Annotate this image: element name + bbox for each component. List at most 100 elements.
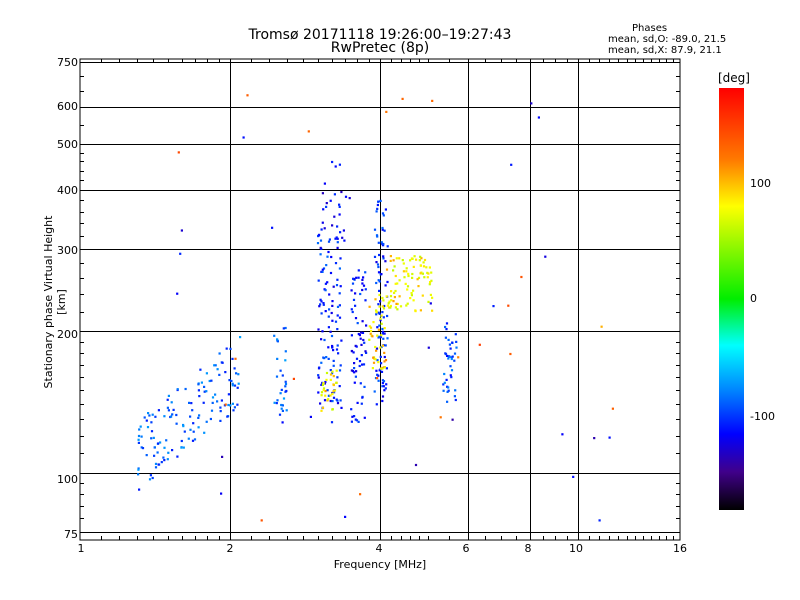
data-point <box>409 259 412 262</box>
data-point <box>276 399 279 402</box>
data-point <box>414 463 418 467</box>
data-point <box>362 338 365 342</box>
data-point <box>139 425 142 428</box>
data-point <box>327 346 330 349</box>
y-tick-label: 500 <box>57 138 78 151</box>
data-point <box>375 369 378 372</box>
data-point <box>415 258 418 261</box>
data-point <box>338 203 341 206</box>
data-point <box>154 466 158 469</box>
data-point <box>407 272 410 275</box>
data-point <box>374 345 377 349</box>
data-point <box>184 387 187 391</box>
data-point <box>331 392 334 396</box>
data-point <box>150 437 153 440</box>
data-point <box>416 278 419 281</box>
data-point <box>377 303 380 306</box>
data-point <box>444 336 447 339</box>
y-tick-label: 100 <box>57 473 78 486</box>
data-point <box>163 446 166 449</box>
data-point <box>171 413 174 416</box>
data-point <box>380 345 383 349</box>
data-point <box>203 390 206 393</box>
data-point <box>376 203 379 207</box>
data-point <box>280 388 283 391</box>
data-point <box>364 288 367 291</box>
data-point <box>210 379 213 382</box>
data-point <box>375 349 378 352</box>
data-point <box>419 272 422 275</box>
data-point <box>326 255 329 258</box>
data-point <box>364 350 367 353</box>
data-point <box>362 276 365 279</box>
data-point <box>231 402 234 405</box>
data-point <box>447 357 450 360</box>
data-point <box>381 367 384 370</box>
data-point <box>423 276 426 279</box>
data-point <box>401 259 404 262</box>
data-point <box>325 264 328 267</box>
data-point <box>478 343 481 346</box>
data-point <box>364 271 367 274</box>
data-point <box>221 361 224 364</box>
data-point <box>325 205 328 208</box>
data-point <box>350 420 353 423</box>
data-point <box>320 394 323 397</box>
data-point <box>276 338 279 341</box>
data-point <box>157 409 160 412</box>
data-point <box>172 408 175 411</box>
data-point <box>382 214 385 217</box>
data-point <box>386 337 389 340</box>
data-point <box>383 304 386 308</box>
data-point <box>379 367 383 370</box>
data-point <box>335 348 339 351</box>
data-point <box>191 409 194 412</box>
data-point <box>376 326 379 329</box>
data-point <box>242 136 245 139</box>
data-point <box>137 468 140 471</box>
data-point <box>398 279 401 282</box>
data-point <box>336 344 339 347</box>
data-point <box>381 382 384 385</box>
data-point <box>383 332 386 335</box>
data-point <box>389 304 392 308</box>
data-point <box>141 447 145 450</box>
data-point <box>406 302 409 305</box>
data-point <box>192 430 195 433</box>
data-point <box>137 434 141 438</box>
data-point <box>219 419 222 422</box>
data-point <box>189 428 192 431</box>
data-point <box>319 253 322 256</box>
data-point <box>344 515 347 518</box>
data-point <box>324 394 327 397</box>
data-point <box>233 384 237 387</box>
data-point <box>520 275 523 279</box>
data-point <box>149 474 152 477</box>
data-point <box>429 281 432 284</box>
data-point <box>426 276 429 279</box>
data-point <box>317 328 320 331</box>
data-point <box>229 404 232 407</box>
data-point <box>380 370 384 373</box>
data-point <box>399 305 403 308</box>
data-point <box>324 310 327 313</box>
data-point <box>285 389 288 393</box>
data-point <box>285 409 288 412</box>
data-point <box>233 367 236 370</box>
data-point <box>211 396 215 399</box>
x-tick-label: 4 <box>375 542 383 555</box>
data-point <box>338 292 341 295</box>
data-point <box>379 336 382 339</box>
data-point <box>377 328 380 331</box>
data-point <box>332 396 336 399</box>
data-point <box>177 151 180 154</box>
data-point <box>446 390 449 393</box>
data-point <box>454 333 457 336</box>
data-point <box>357 276 360 279</box>
data-point <box>229 347 232 350</box>
data-point <box>329 369 332 372</box>
colorbar-tick-label: -100 <box>750 410 775 423</box>
data-point <box>327 315 330 318</box>
data-point <box>375 313 378 316</box>
data-point <box>385 110 388 113</box>
